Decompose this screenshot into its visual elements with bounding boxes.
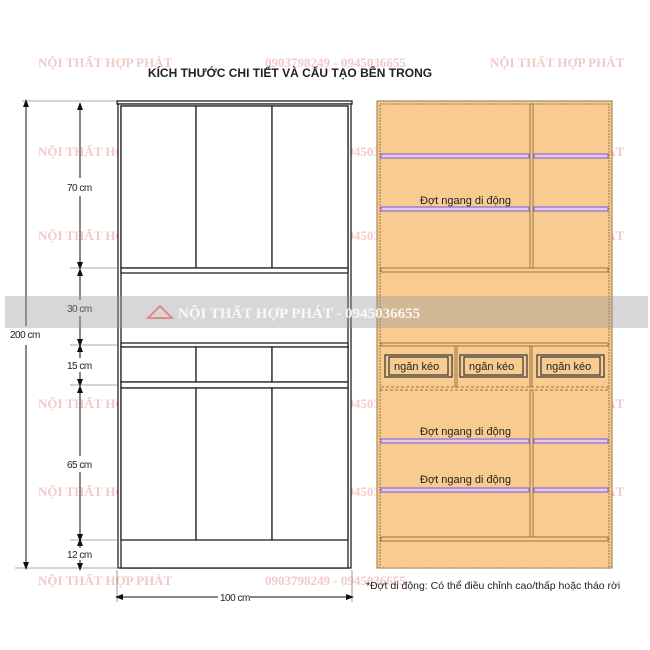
- logo-icon: [145, 304, 175, 319]
- svg-text:NỘI THẤT HỢP PHÁT: NỘI THẤT HỢP PHÁT: [38, 55, 173, 70]
- svg-text:12 cm: 12 cm: [67, 550, 92, 561]
- svg-text:65 cm: 65 cm: [67, 460, 92, 471]
- drawer-label: ngăn kéo: [469, 361, 514, 373]
- shelf-label: Đợt ngang di động: [420, 195, 511, 207]
- drawers: [384, 354, 605, 378]
- svg-text:70 cm: 70 cm: [67, 183, 92, 194]
- shelf-label: Đợt ngang di động: [420, 474, 511, 486]
- movable-shelves: [380, 153, 609, 493]
- drawer-label: ngăn kéo: [546, 361, 591, 373]
- svg-text:0903798249 - 0945036655: 0903798249 - 0945036655: [265, 573, 406, 588]
- cabinet-interior-view: [376, 100, 613, 569]
- cabinet-front-view: [116, 100, 353, 569]
- svg-text:30 cm: 30 cm: [67, 304, 92, 315]
- svg-text:NỘI THẤT HỢP PHÁT - 0945036655: NỘI THẤT HỢP PHÁT - 0945036655: [178, 305, 420, 322]
- shelf-label: Đợt ngang di động: [420, 426, 511, 438]
- footnote: *Đợt di động: Có thể điều chỉnh cao/thấp…: [366, 580, 620, 592]
- svg-text:15 cm: 15 cm: [67, 361, 92, 372]
- interior-labels: Đợt ngang di động Đợt ngang di động Đợt …: [366, 195, 620, 592]
- dimension-labels: 200 cm 70 cm 30 cm 15 cm 65 cm 12 cm 100…: [10, 183, 250, 604]
- svg-text:NỘI THẤT HỢP PHÁT: NỘI THẤT HỢP PHÁT: [490, 55, 625, 70]
- drawer-label: ngăn kéo: [394, 361, 439, 373]
- total-height-label: 200 cm: [10, 330, 40, 341]
- diagram-title: KÍCH THƯỚC CHI TIẾT VÀ CẤU TẠO BÊN TRONG: [148, 65, 432, 80]
- svg-text:0903798249 - 0945036655: 0903798249 - 0945036655: [265, 55, 406, 70]
- width-label: 100 cm: [220, 593, 250, 604]
- watermark-banner: NỘI THẤT HỢP PHÁT - 0945036655: [5, 296, 648, 328]
- svg-text:NỘI THẤT HỢP PHÁT: NỘI THẤT HỢP PHÁT: [38, 573, 173, 588]
